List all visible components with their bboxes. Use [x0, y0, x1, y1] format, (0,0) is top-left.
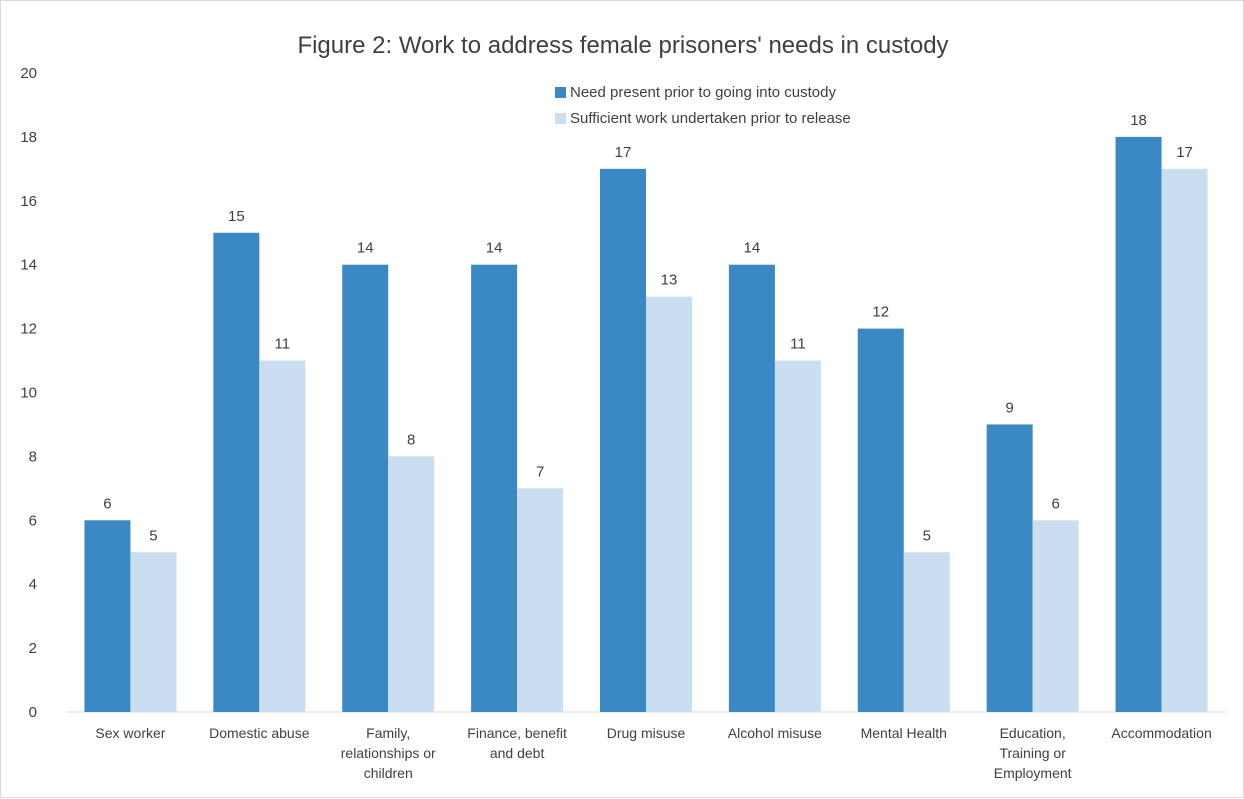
- x-tick-label: Training or: [999, 745, 1066, 761]
- x-tick-label: Finance, benefit: [467, 725, 567, 741]
- data-label: 9: [1005, 399, 1013, 416]
- x-tick-label: children: [364, 765, 413, 781]
- y-tick-label: 10: [20, 385, 37, 402]
- x-tick-label: and debt: [490, 745, 545, 761]
- data-label: 15: [228, 208, 245, 225]
- x-tick-label: Accommodation: [1111, 725, 1211, 741]
- bar-need-present: [471, 264, 518, 712]
- data-label: 18: [1130, 112, 1147, 129]
- y-tick-label: 16: [20, 193, 37, 210]
- y-tick-label: 2: [29, 640, 37, 657]
- y-tick-label: 14: [20, 257, 37, 274]
- x-tick-label: relationships or: [341, 745, 436, 761]
- x-tick-label: Employment: [994, 765, 1072, 781]
- bar-sufficient-work: [646, 296, 692, 712]
- bar-need-present: [342, 264, 389, 712]
- data-label: 5: [923, 527, 931, 544]
- legend-label-sufficient-work: Sufficient work undertaken prior to rele…: [570, 110, 851, 127]
- x-tick-label: Drug misuse: [607, 725, 686, 741]
- bar-need-present: [857, 328, 904, 712]
- y-tick-label: 20: [20, 65, 37, 82]
- legend-swatch-sufficient-work: [555, 113, 566, 124]
- x-tick-label: Sex worker: [95, 725, 165, 741]
- data-label: 14: [744, 240, 761, 257]
- chart-title: Figure 2: Work to address female prisone…: [297, 32, 948, 59]
- x-tick-label: Domestic abuse: [209, 725, 310, 741]
- y-tick-label: 6: [29, 512, 37, 529]
- bar-need-present: [600, 168, 646, 713]
- bar-sufficient-work: [1161, 168, 1208, 713]
- bar-sufficient-work: [388, 456, 435, 712]
- data-label: 5: [149, 527, 157, 544]
- bar-need-present: [986, 424, 1033, 712]
- data-label: 11: [790, 336, 806, 353]
- x-tick-label: Mental Health: [861, 725, 947, 741]
- y-tick-label: 12: [20, 321, 37, 338]
- y-tick-label: 8: [29, 448, 37, 465]
- data-labels: 6 15 14 14 17 14 12 9 18 5 11 8 7 13 11 5 6 17: [103, 112, 1193, 544]
- x-tick-label: Family,: [366, 725, 410, 741]
- y-tick-label: 0: [29, 704, 37, 721]
- x-axis: Sex worker Domestic abuse Family, relations…: [66, 711, 1226, 781]
- bar-need-present: [728, 264, 775, 712]
- data-label: 14: [357, 240, 374, 257]
- bar-need-present: [84, 520, 131, 712]
- legend: Need present prior to going into custody…: [555, 84, 851, 127]
- bar-sufficient-work: [259, 360, 306, 712]
- bar-sufficient-work: [903, 552, 950, 712]
- bar-sufficient-work: [774, 360, 821, 712]
- legend-label-need-present: Need present prior to going into custody: [570, 84, 836, 101]
- x-tick-label: Education,: [1000, 725, 1066, 741]
- bar-need-present: [1115, 136, 1162, 712]
- data-label: 17: [1176, 144, 1193, 161]
- bar-need-present: [213, 232, 260, 712]
- y-tick-label: 4: [29, 576, 37, 593]
- y-tick-label: 18: [20, 129, 37, 146]
- data-label: 6: [1051, 495, 1059, 512]
- bars: [84, 136, 1208, 713]
- data-label: 8: [407, 431, 415, 448]
- data-label: 11: [275, 336, 291, 353]
- bar-sufficient-work: [517, 488, 564, 712]
- data-label: 6: [103, 495, 111, 512]
- y-axis: 0 2 4 6 8 10 12 14 16 18 20: [20, 65, 37, 721]
- data-label: 14: [486, 240, 503, 257]
- data-label: 17: [615, 144, 632, 161]
- data-label: 7: [536, 463, 544, 480]
- x-tick-label: Alcohol misuse: [728, 725, 822, 741]
- legend-swatch-need-present: [555, 87, 566, 98]
- bar-sufficient-work: [1032, 520, 1079, 712]
- data-label: 12: [872, 304, 889, 321]
- bar-sufficient-work: [130, 552, 177, 712]
- data-label: 13: [661, 272, 678, 289]
